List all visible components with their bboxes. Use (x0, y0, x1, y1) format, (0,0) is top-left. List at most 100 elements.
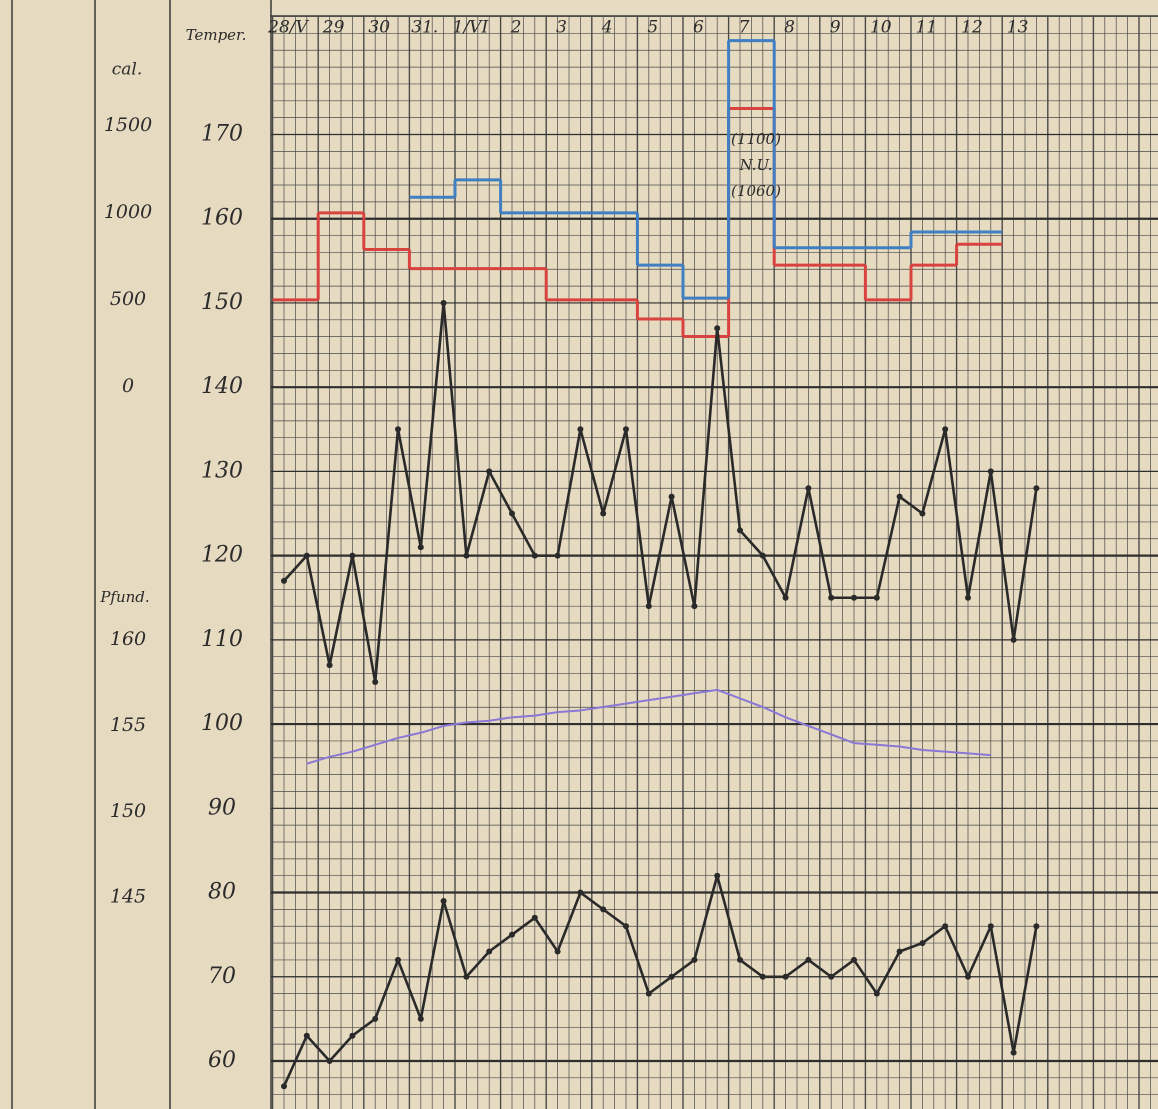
y-tick-label: 150 (201, 290, 243, 315)
y-tick-label: 110 (201, 627, 243, 652)
data-point (942, 923, 948, 929)
y-tick-label: 70 (208, 964, 236, 989)
x-tick-label: 28/V (267, 18, 309, 38)
y3-tick-label: 150 (110, 800, 146, 822)
data-point (1033, 923, 1039, 929)
data-point (486, 948, 492, 954)
x-tick-label: 9 (830, 18, 841, 38)
data-point (349, 553, 355, 559)
y-tick-label: 100 (201, 711, 243, 736)
data-point (395, 426, 401, 432)
data-point (509, 932, 515, 938)
data-point (737, 957, 743, 963)
data-point (874, 595, 880, 601)
x-tick-label: 11 (916, 18, 938, 38)
annotation: N.U. (739, 156, 773, 174)
data-point (988, 923, 994, 929)
y-tick-label: 170 (201, 121, 243, 146)
data-point (304, 1033, 310, 1039)
x-tick-label: 12 (961, 18, 983, 38)
data-point (828, 974, 834, 980)
y-tick-label: 130 (201, 458, 243, 483)
calorie-axis-label: cal. (112, 60, 143, 80)
data-point (304, 553, 310, 559)
data-point (418, 544, 424, 550)
data-point (486, 468, 492, 474)
data-point (828, 595, 834, 601)
data-point (600, 906, 606, 912)
temperature-axis-label: Temper. (186, 26, 247, 44)
data-point (555, 948, 561, 954)
data-point (372, 679, 378, 685)
data-point (327, 1058, 333, 1064)
annotation: (1060) (731, 182, 781, 200)
y-tick-label: 160 (201, 206, 243, 231)
data-point (874, 991, 880, 997)
data-point (281, 578, 287, 584)
data-point (714, 873, 720, 879)
data-point (577, 890, 583, 896)
data-point (463, 553, 469, 559)
x-tick-label: 1/VI (453, 18, 489, 38)
data-point (737, 527, 743, 533)
data-point (418, 1016, 424, 1022)
data-point (623, 426, 629, 432)
y-tick-label: 140 (201, 374, 243, 399)
x-tick-label: 6 (693, 18, 704, 38)
data-point (327, 662, 333, 668)
data-point (281, 1083, 287, 1089)
data-point (395, 957, 401, 963)
annotation: (1100) (731, 130, 781, 148)
data-point (669, 494, 675, 500)
x-tick-label: 7 (739, 18, 750, 38)
data-point (463, 974, 469, 980)
data-point (805, 957, 811, 963)
y-tick-label: 90 (208, 795, 236, 820)
data-point (783, 595, 789, 601)
x-tick-label: 5 (647, 18, 658, 38)
data-point (691, 603, 697, 609)
y2-tick-label: 500 (110, 288, 146, 310)
y-tick-label: 60 (208, 1048, 236, 1073)
data-point (897, 948, 903, 954)
data-point (851, 595, 857, 601)
data-point (691, 957, 697, 963)
data-point (805, 485, 811, 491)
x-tick-label: 13 (1007, 18, 1029, 38)
data-point (577, 426, 583, 432)
data-point (965, 595, 971, 601)
data-point (942, 426, 948, 432)
data-point (965, 974, 971, 980)
x-tick-label: 2 (510, 18, 522, 38)
y2-tick-label: 1500 (104, 114, 152, 136)
data-point (646, 603, 652, 609)
x-tick-label: 31. (411, 18, 438, 38)
data-point (509, 511, 515, 517)
data-point (760, 974, 766, 980)
data-point (919, 511, 925, 517)
data-point (623, 923, 629, 929)
data-point (919, 940, 925, 946)
data-point (600, 511, 606, 517)
data-point (1011, 637, 1017, 643)
data-point (1011, 1050, 1017, 1056)
data-point (988, 468, 994, 474)
y3-tick-label: 155 (110, 714, 146, 736)
data-point (441, 898, 447, 904)
x-tick-label: 8 (784, 18, 795, 38)
x-tick-label: 4 (601, 18, 613, 38)
data-point (555, 553, 561, 559)
data-point (349, 1033, 355, 1039)
ledger-lines (12, 0, 1158, 1109)
y-tick-label: 80 (208, 880, 236, 905)
x-tick-label: 29 (322, 18, 345, 38)
y2-tick-label: 0 (122, 375, 134, 397)
y3-tick-label: 160 (110, 628, 146, 650)
data-point (783, 974, 789, 980)
data-point (372, 1016, 378, 1022)
data-point (714, 325, 720, 331)
data-point (760, 553, 766, 559)
data-point (532, 553, 538, 559)
data-point (532, 915, 538, 921)
data-point (1033, 485, 1039, 491)
